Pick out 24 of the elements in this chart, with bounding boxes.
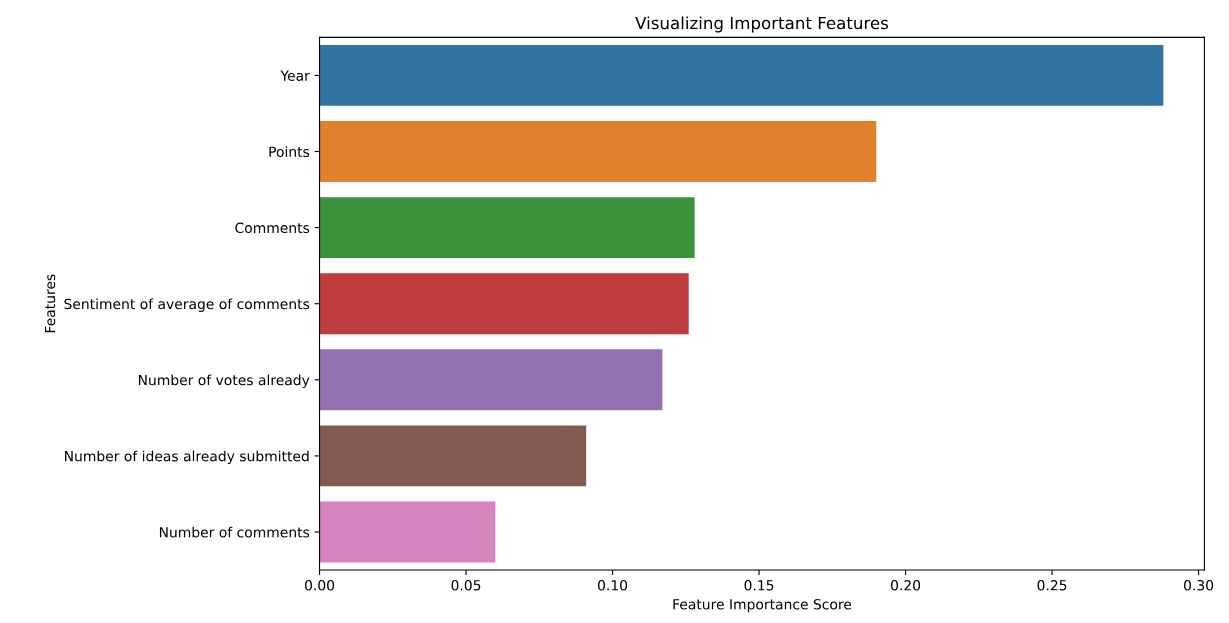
y-tick-label: Number of comments — [159, 526, 310, 538]
bar — [319, 349, 663, 411]
x-tick-label: 0.10 — [598, 580, 628, 591]
x-tick-label: 0.00 — [304, 580, 335, 591]
y-tick-label: Year — [280, 70, 310, 81]
y-tick-label: Number of votes already — [138, 374, 310, 388]
x-axis-title: Feature Importance Score — [673, 599, 852, 613]
x-tick-label: 0.15 — [744, 580, 774, 591]
bar — [319, 501, 496, 563]
chart-title: Visualizing Important Features — [635, 16, 889, 33]
bar — [319, 273, 689, 335]
bar — [319, 425, 587, 487]
x-tick-label: 0.30 — [1184, 580, 1214, 591]
y-tick-label: Sentiment of average of comments — [64, 298, 310, 312]
bar — [319, 44, 1164, 106]
bar — [319, 121, 877, 182]
x-tick-label: 0.05 — [451, 580, 481, 591]
y-tick-label: Number of ideas already submitted — [65, 450, 309, 465]
y-tick-label: Points — [269, 146, 310, 157]
y-axis-title: Features — [44, 274, 56, 333]
y-tick-label: Comments — [235, 222, 310, 234]
x-tick-label: 0.20 — [891, 580, 921, 591]
bar — [319, 197, 695, 259]
x-tick-label: 0.25 — [1037, 580, 1067, 591]
